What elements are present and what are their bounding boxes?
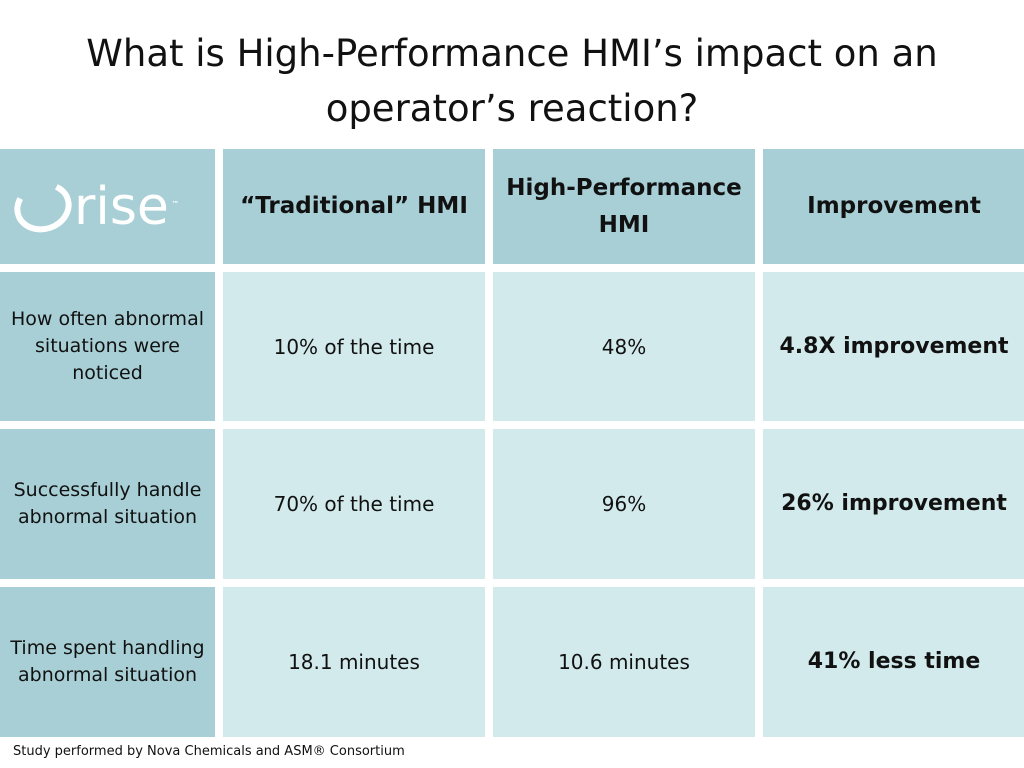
logo-ring-icon (7, 173, 79, 240)
improvement-value: 41% less time (763, 587, 1024, 737)
comparison-table: rise ™ “Traditional” HMI High-Performanc… (0, 149, 1024, 737)
high-performance-value: 48% (493, 272, 755, 421)
improvement-value: 4.8X improvement (763, 272, 1024, 421)
improvement-value: 26% improvement (763, 429, 1024, 579)
logo-text: rise (74, 176, 169, 237)
row-label: Successfully handle abnormal situation (0, 429, 215, 579)
header-improvement: Improvement (763, 149, 1024, 264)
traditional-value: 70% of the time (223, 429, 485, 579)
traditional-value: 10% of the time (223, 272, 485, 421)
footer-note: Study performed by Nova Chemicals and AS… (13, 744, 405, 759)
rise-logo: rise ™ (7, 173, 179, 240)
logo-cell: rise ™ (0, 149, 215, 264)
page-title: What is High-Performance HMI’s impact on… (86, 32, 938, 130)
header-high-performance: High-Performance HMI (493, 149, 755, 264)
high-performance-value: 10.6 minutes (493, 587, 755, 737)
traditional-value: 18.1 minutes (223, 587, 485, 737)
high-performance-value: 96% (493, 429, 755, 579)
header-traditional: “Traditional” HMI (223, 149, 485, 264)
row-label: How often abnormal situations were notic… (0, 272, 215, 421)
row-label: Time spent handling abnormal situation (0, 587, 215, 737)
logo-trademark: ™ (171, 199, 179, 208)
